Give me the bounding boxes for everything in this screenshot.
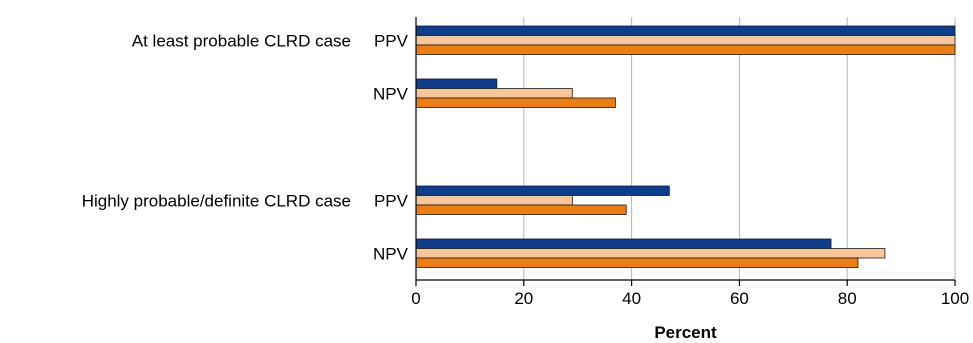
bar xyxy=(415,44,956,55)
bar xyxy=(415,185,670,196)
x-tick-label: 40 xyxy=(622,289,641,308)
bar xyxy=(415,195,573,206)
bar xyxy=(415,88,573,99)
bar xyxy=(415,35,956,46)
x-tick-label: 100 xyxy=(941,289,969,308)
bars xyxy=(415,25,956,268)
row-label: NPV xyxy=(373,84,409,103)
x-tick-label: 60 xyxy=(730,289,749,308)
bar xyxy=(415,248,886,259)
row-label: PPV xyxy=(374,191,409,210)
bar xyxy=(415,204,627,215)
bar xyxy=(415,78,498,89)
category-labels: PPV At least probable CLRD case NPV PPV High… xyxy=(82,31,409,263)
bar xyxy=(415,257,859,268)
x-tick-label: 0 xyxy=(411,289,420,308)
x-axis-title: Percent xyxy=(654,323,717,342)
bar xyxy=(415,238,832,249)
x-axis-ticks: 0 20 40 60 80 100 xyxy=(411,280,969,308)
x-tick-label: 80 xyxy=(838,289,857,308)
row-label: PPV xyxy=(374,31,409,50)
grid-lines xyxy=(523,17,956,280)
group-label: At least probable CLRD case xyxy=(132,31,351,50)
group-label: Highly probable/definite CLRD case xyxy=(82,191,351,210)
bar xyxy=(415,97,616,108)
x-tick-label: 20 xyxy=(514,289,533,308)
row-label: NPV xyxy=(373,244,409,263)
bar xyxy=(415,25,956,36)
